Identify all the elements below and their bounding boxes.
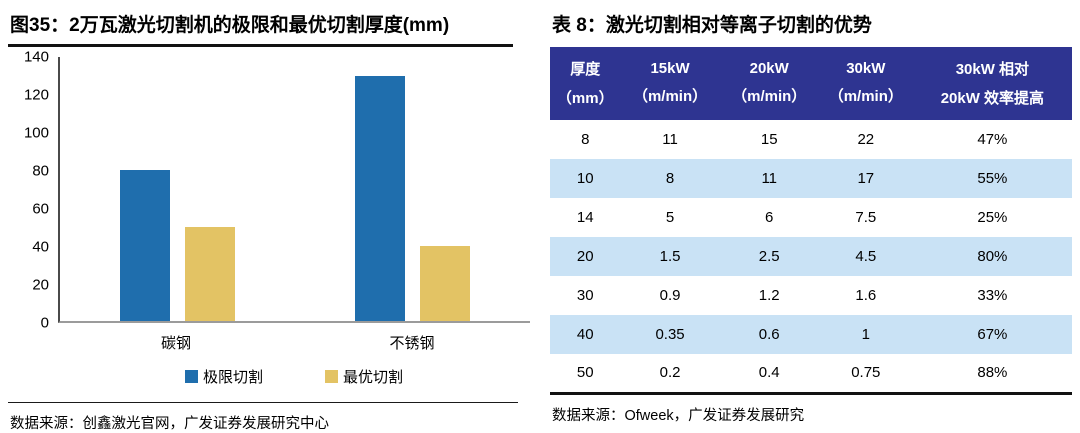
- table-cell: 15: [760, 131, 778, 148]
- bar-最优切割-不锈钢: [420, 245, 470, 321]
- header-line2: （mm）: [556, 90, 614, 107]
- y-axis-tick-label: 40: [32, 238, 49, 256]
- table-cell: 1: [861, 326, 870, 343]
- table-cell: 11: [662, 131, 678, 148]
- table-cell: 8: [665, 170, 675, 187]
- chart-plot: [58, 57, 530, 323]
- chart-legend: 极限切割 最优切割: [58, 366, 530, 387]
- legend-item-最优切割: 最优切割: [325, 366, 403, 387]
- table-row: 20 1.5 2.5 4.5 80%: [550, 237, 1072, 276]
- y-axis-tick-label: 0: [40, 314, 49, 332]
- bar-极限切割-碳钢: [120, 170, 170, 321]
- table-cell: 25%: [977, 209, 1008, 226]
- header-line1: 30kW: [846, 60, 886, 77]
- table-cell: 20: [576, 248, 594, 265]
- bar-极限切割-不锈钢: [355, 75, 405, 321]
- table-header-cell: 厚度 （mm）: [550, 47, 621, 120]
- table-row: 50 0.2 0.4 0.75 88%: [550, 354, 1072, 393]
- table-cell: 22: [857, 131, 875, 148]
- chart-title-rule: [8, 44, 513, 47]
- table-cell: 0.6: [758, 326, 780, 343]
- table-cell: 1.2: [758, 287, 780, 304]
- x-axis-label: 碳钢: [160, 335, 191, 352]
- table-header: 厚度 （mm） 15kW （m/min） 20kW （m/min） 30kW （m/min） 3…: [550, 47, 1072, 120]
- table-cell: 7.5: [855, 209, 877, 226]
- table-cell: 14: [576, 209, 594, 226]
- legend-item-极限切割: 极限切割: [184, 366, 263, 387]
- header-line1: 20kW: [749, 60, 789, 77]
- table-cell: 55%: [977, 170, 1008, 187]
- table-title: 表 8：激光切割相对等离子切割的优势: [552, 15, 872, 36]
- header-line1: 30kW 相对: [955, 61, 1030, 78]
- table-cell: 80%: [977, 248, 1008, 265]
- table-cell: 33%: [977, 287, 1008, 304]
- table-cell: 67%: [977, 326, 1008, 343]
- table-cell: 0.4: [758, 364, 780, 382]
- table-cell: 6: [765, 209, 774, 226]
- chart-source-rule: [8, 402, 518, 403]
- table-cell: 5: [665, 209, 675, 226]
- table-cell: 40: [576, 326, 594, 343]
- table-row: 10 8 11 17 55%: [550, 159, 1072, 198]
- table-cell: 0.35: [655, 326, 685, 343]
- table-header-cell: 30kW 相对 20kW 效率提高: [912, 47, 1072, 120]
- table-cell: 0.9: [659, 287, 681, 304]
- table-panel: 表 8：激光切割相对等离子切割的优势 厚度 （mm） 15kW （m/min） 20kW…: [540, 0, 1080, 432]
- header-line2: （m/min）: [828, 88, 903, 105]
- table-cell: 17: [857, 170, 875, 187]
- table-row: 30 0.9 1.2 1.6 33%: [550, 276, 1072, 315]
- y-axis-tick-label: 120: [23, 86, 49, 104]
- table-cell: 10: [576, 170, 594, 187]
- advantage-table: 厚度 （mm） 15kW （m/min） 20kW （m/min） 30kW （m/min） 3…: [550, 47, 1072, 395]
- x-axis-labels: 碳钢 不锈钢: [58, 323, 530, 353]
- chart-source: 数据来源：创鑫激光官网，广发证券发展研究中心: [10, 416, 329, 432]
- table-cell: 0.2: [659, 364, 681, 382]
- table-cell: 47%: [977, 131, 1008, 148]
- y-axis-tick-label: 60: [32, 200, 49, 218]
- header-line2: （m/min）: [732, 88, 807, 105]
- table-cell: 88%: [977, 364, 1008, 382]
- bar-最优切割-碳钢: [185, 226, 235, 321]
- y-axis-tick-label: 100: [23, 124, 49, 142]
- table-cell: 8: [581, 131, 590, 148]
- chart-title: 图35：2万瓦激光切割机的极限和最优切割厚度(mm): [10, 15, 450, 36]
- bar-chart: 0 20 40 60 80 100 120 140 碳钢 不锈钢 极限切割 最优切割: [8, 49, 530, 387]
- table-source: 数据来源：Ofweek，广发证券发展研究: [552, 407, 805, 424]
- y-axis: 0 20 40 60 80 100 120 140: [8, 49, 58, 332]
- header-line2: （m/min）: [632, 88, 708, 105]
- table-cell: 1.5: [659, 248, 681, 265]
- table-header-row: 厚度 （mm） 15kW （m/min） 20kW （m/min） 30kW （m/min） 3…: [550, 47, 1072, 120]
- legend-label: 极限切割: [202, 369, 263, 386]
- table-header-cell: 30kW （m/min）: [818, 47, 913, 120]
- table-row: 8 11 15 22 47%: [550, 120, 1072, 159]
- y-axis-tick-label: 140: [23, 48, 49, 66]
- y-axis-tick-label: 20: [32, 276, 49, 294]
- table-header-cell: 20kW （m/min）: [719, 47, 819, 120]
- table-cell: 4.5: [855, 248, 877, 265]
- table-cell: 11: [761, 170, 778, 187]
- legend-swatch-icon: [325, 370, 338, 383]
- table-row: 40 0.35 0.6 1 67%: [550, 315, 1072, 354]
- bar-group-不锈钢: [295, 57, 530, 321]
- bar-group-碳钢: [60, 57, 295, 321]
- table-cell: 30: [576, 287, 594, 304]
- y-axis-tick-label: 80: [32, 162, 49, 180]
- table-cell: 50: [576, 364, 594, 382]
- table-cell: 0.75: [851, 364, 881, 382]
- header-line1: 15kW: [650, 60, 690, 77]
- x-axis-label: 不锈钢: [389, 335, 435, 352]
- header-line2: 20kW 效率提高: [940, 90, 1045, 107]
- header-line1: 厚度: [570, 61, 601, 78]
- legend-swatch-icon: [184, 370, 198, 383]
- table-cell: 1.6: [855, 287, 877, 304]
- chart-panel: 图35：2万瓦激光切割机的极限和最优切割厚度(mm) 0 20 40 60 80 100 1…: [0, 0, 540, 432]
- table-cell: 2.5: [758, 248, 780, 265]
- legend-label: 最优切割: [343, 369, 404, 386]
- table-body: 8 11 15 22 47% 10 8 11 17 55% 14 5 6 7.5 25% 20 1.5 2.5 4.…: [550, 120, 1072, 393]
- table-header-cell: 15kW （m/min）: [620, 47, 720, 120]
- table-row: 14 5 6 7.5 25%: [550, 198, 1072, 237]
